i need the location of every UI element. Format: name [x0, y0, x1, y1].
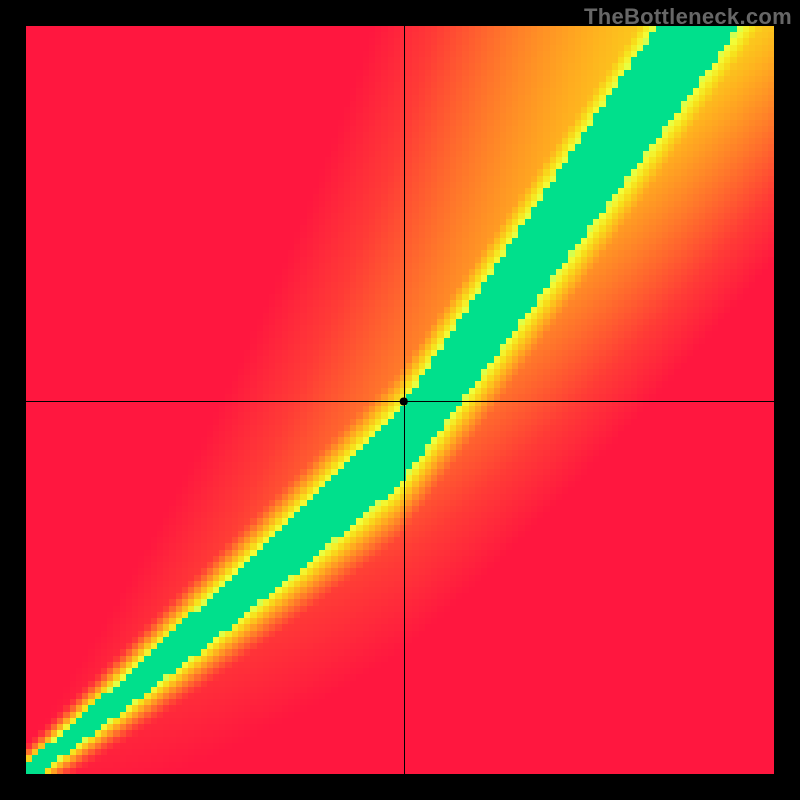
watermark-text: TheBottleneck.com: [584, 4, 792, 30]
chart-stage: TheBottleneck.com: [0, 0, 800, 800]
bottleneck-heatmap: [0, 0, 800, 800]
